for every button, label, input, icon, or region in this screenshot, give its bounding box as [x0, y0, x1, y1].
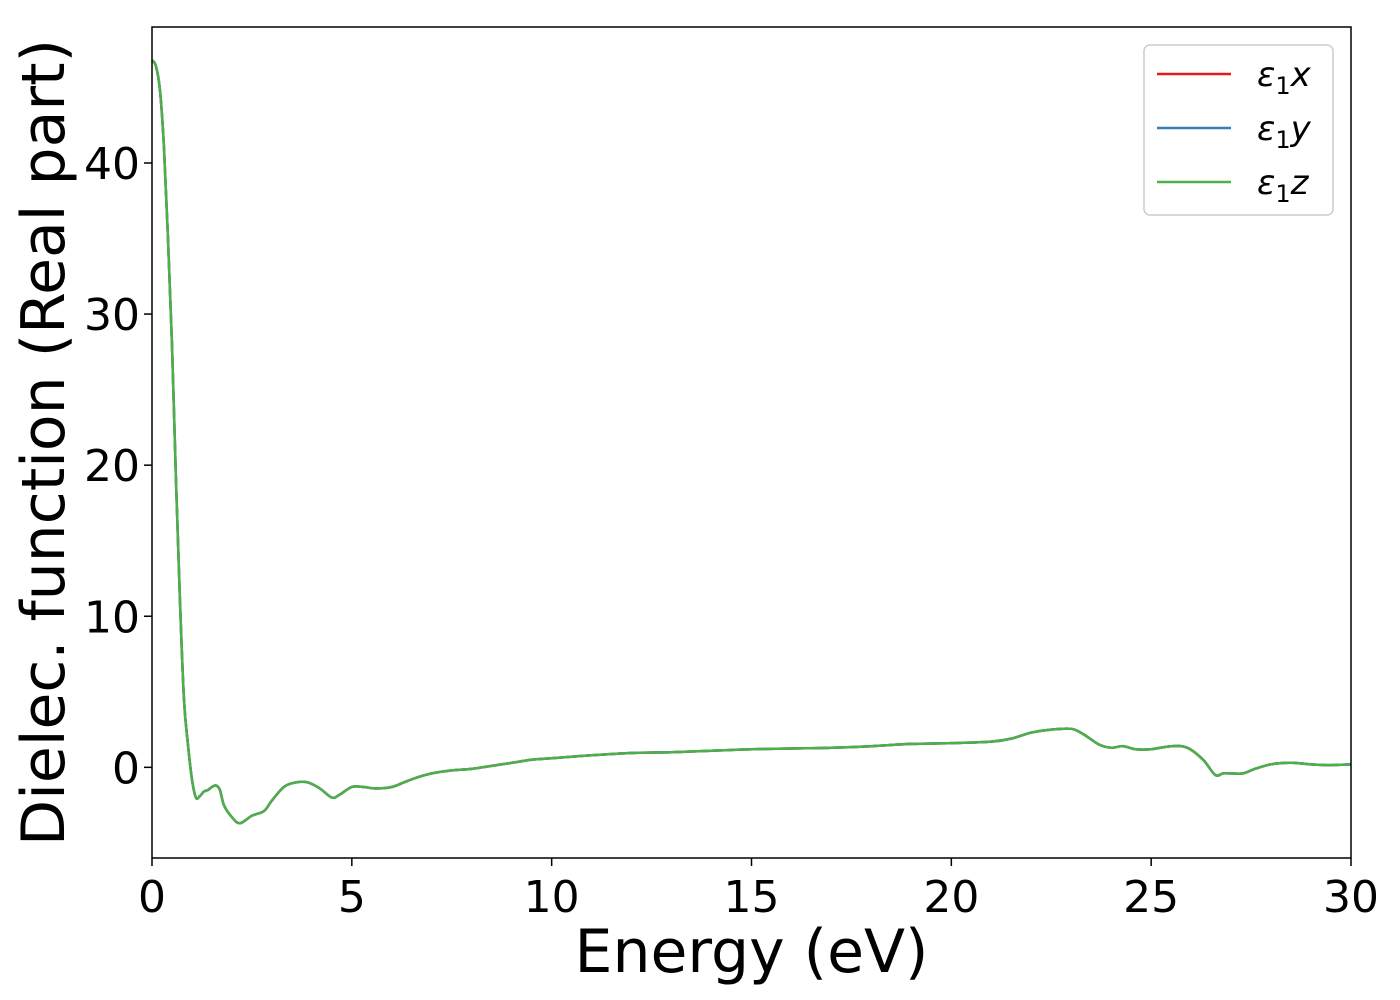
- x-tick-label: 0: [138, 872, 166, 923]
- x-tick-label: 20: [923, 872, 979, 923]
- y-tick-label: 0: [112, 743, 140, 794]
- x-tick-label: 25: [1123, 872, 1179, 923]
- series-line-3: [150, 59, 1352, 825]
- series-layer: [150, 59, 1352, 825]
- y-axis-ticks: 0 10 20 30 40: [84, 139, 152, 794]
- legend: ε1x ε1y ε1z: [1143, 44, 1334, 216]
- x-tick-label: 5: [338, 872, 366, 923]
- x-tick-label: 15: [724, 872, 780, 923]
- x-axis-label: Energy (eV): [575, 917, 929, 987]
- legend-entry: ε1z: [1257, 163, 1310, 208]
- y-tick-label: 20: [84, 441, 140, 492]
- y-tick-label: 10: [84, 592, 140, 643]
- x-tick-label: 10: [524, 872, 580, 923]
- x-axis-ticks: 0 5 10 15 20 25 30: [138, 858, 1379, 923]
- y-tick-label: 40: [84, 139, 140, 190]
- legend-box: [1143, 44, 1334, 216]
- y-axis-label: Dielec. function (Real part): [9, 39, 79, 846]
- legend-entry: ε1x: [1257, 55, 1312, 100]
- y-tick-label: 30: [84, 290, 140, 341]
- legend-entry: ε1y: [1257, 109, 1312, 154]
- x-tick-label: 30: [1323, 872, 1379, 923]
